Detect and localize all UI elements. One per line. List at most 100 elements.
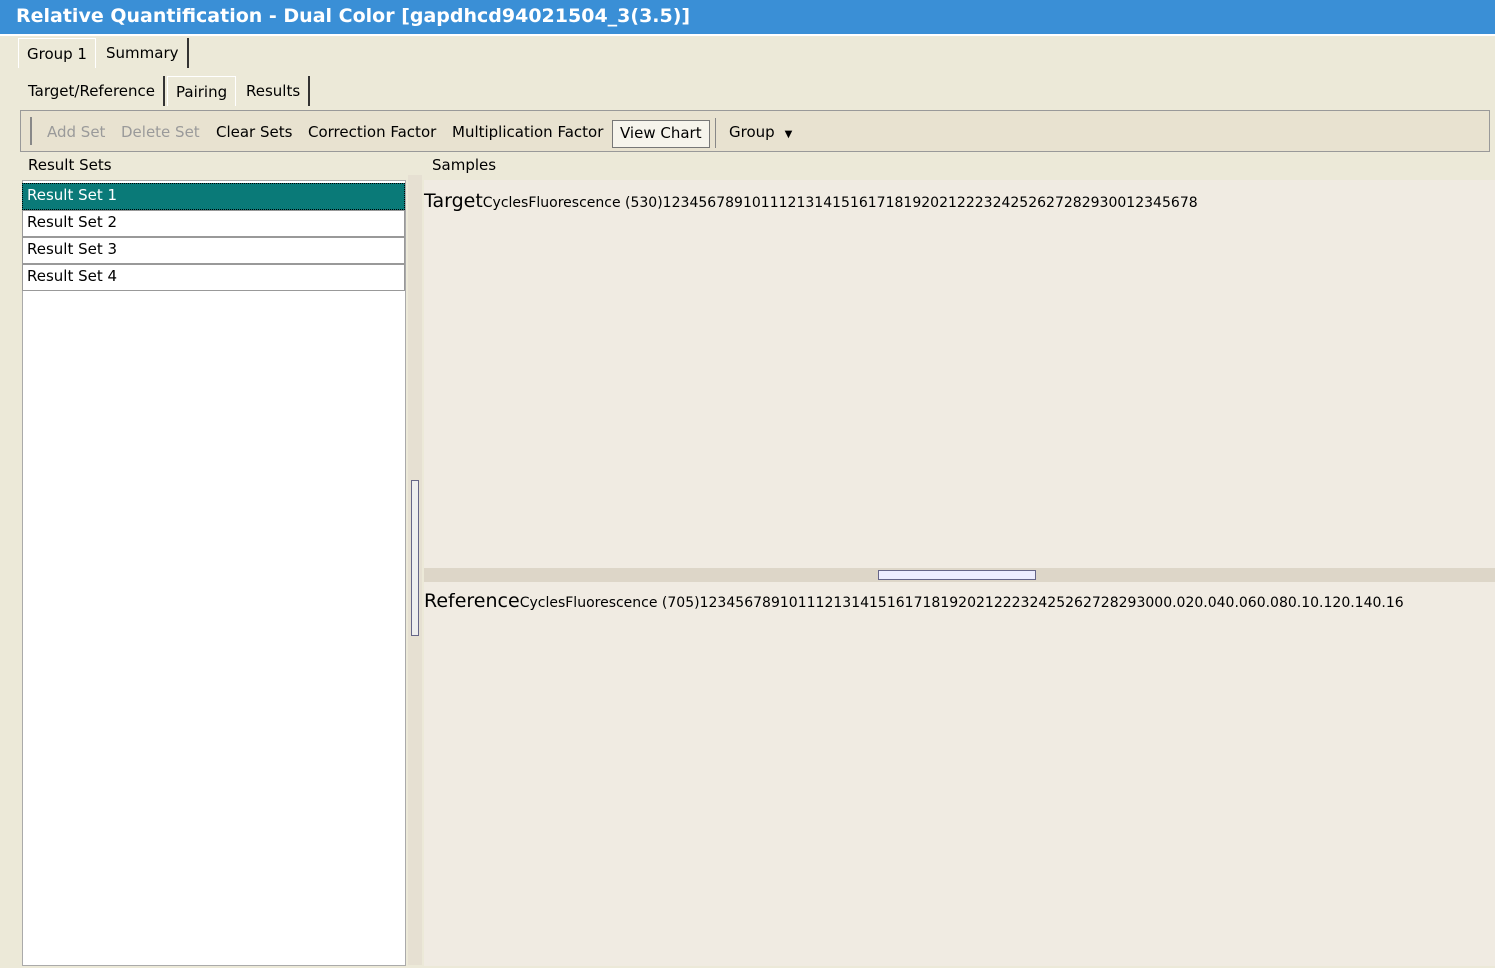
button-label: Correction Factor xyxy=(308,123,437,141)
y-tick-label: 0.14 xyxy=(1341,595,1373,611)
result-sets-list xyxy=(22,180,406,966)
toolbar-grip xyxy=(30,117,32,145)
result-set-row[interactable]: Result Set 1 xyxy=(22,183,405,210)
y-tick-label: 0.12 xyxy=(1310,595,1342,611)
x-tick-label: 13 xyxy=(833,595,852,611)
toolbar xyxy=(20,110,1490,152)
toolbar-button[interactable]: Clear Sets xyxy=(209,120,299,148)
x-tick-label: 18 xyxy=(885,195,904,211)
title-bar: Relative Quantification - Dual Color [ga… xyxy=(0,0,1495,34)
toolbar-button[interactable]: Multiplication Factor xyxy=(445,120,610,148)
toolbar-separator xyxy=(715,118,716,148)
y-tick-label: 0.02 xyxy=(1163,595,1195,611)
x-tick-label: 10 xyxy=(742,195,761,211)
result-set-row[interactable]: Result Set 2 xyxy=(22,210,405,237)
x-tick-label: 9 xyxy=(734,195,743,211)
subtab[interactable]: Results xyxy=(238,76,311,106)
x-tick-label: 23 xyxy=(974,195,993,211)
y-tick-label: 0.06 xyxy=(1225,595,1257,611)
button-label: Group xyxy=(729,123,775,141)
x-tick-label: 28 xyxy=(1063,195,1082,211)
y-tick-label: 0.04 xyxy=(1194,595,1226,611)
button-label: Clear Sets xyxy=(216,123,293,141)
x-tick-label: 11 xyxy=(797,595,816,611)
x-tick-label: 18 xyxy=(922,595,941,611)
y-tick-label: 8 xyxy=(1188,195,1198,211)
x-tick-label: 21 xyxy=(975,595,994,611)
x-tick-label: 17 xyxy=(867,195,886,211)
x-tick-label: 8 xyxy=(762,595,771,611)
chart: TargetCyclesFluorescence (530)1234567891… xyxy=(424,190,1198,212)
x-tick-label: 22 xyxy=(993,595,1012,611)
y-tick-label: 0 xyxy=(1154,595,1164,611)
x-tick-label: 24 xyxy=(1029,595,1048,611)
x-tick-label: 20 xyxy=(958,595,976,611)
x-tick-label: 24 xyxy=(992,195,1011,211)
x-tick-label: 26 xyxy=(1065,595,1083,611)
x-tick-label: 2 xyxy=(708,595,718,611)
x-tick-label: 25 xyxy=(1047,595,1066,611)
x-tick-label: 1 xyxy=(662,195,672,211)
x-tick-label: 16 xyxy=(886,595,905,611)
x-tick-label: 14 xyxy=(814,195,833,211)
x-tick-label: 16 xyxy=(849,195,868,211)
result-set-row[interactable]: Result Set 4 xyxy=(22,264,405,291)
x-axis-label: Cycles xyxy=(519,595,566,611)
x-tick-label: 30 xyxy=(1136,595,1155,611)
x-tick-label: 2 xyxy=(671,195,681,211)
button-label: Multiplication Factor xyxy=(452,123,604,141)
toolbar-button[interactable]: Group ▼ xyxy=(722,120,799,148)
x-tick-label: 22 xyxy=(956,195,975,211)
x-tick-label: 4 xyxy=(689,195,699,211)
chart-title: Target xyxy=(424,190,483,212)
subtab[interactable]: Pairing xyxy=(167,76,237,106)
x-tick-label: 3 xyxy=(680,195,690,211)
tab[interactable]: Group 1 xyxy=(18,38,96,68)
toolbar-button[interactable]: View Chart xyxy=(612,120,710,148)
y-tick-label: 2 xyxy=(1135,195,1145,211)
x-tick-label: 15 xyxy=(832,195,850,211)
y-tick-label: 0.16 xyxy=(1372,595,1404,611)
x-tick-label: 27 xyxy=(1082,595,1101,611)
subtab[interactable]: Target/Reference xyxy=(20,76,165,106)
x-tick-label: 6 xyxy=(707,195,717,211)
x-axis-label: Cycles xyxy=(482,195,529,211)
section-label: Result Sets xyxy=(28,156,112,174)
y-axis-label: Fluorescence (705) xyxy=(565,595,700,611)
x-tick-label: 3 xyxy=(717,595,727,611)
button-label: Delete Set xyxy=(121,123,200,141)
x-tick-label: 8 xyxy=(725,195,735,211)
tab[interactable]: Summary xyxy=(98,38,189,68)
x-tick-label: 26 xyxy=(1028,195,1047,211)
x-tick-label: 27 xyxy=(1046,195,1064,211)
y-tick-label: 1 xyxy=(1126,195,1136,211)
toolbar-button[interactable]: Correction Factor xyxy=(301,120,443,148)
x-tick-label: 6 xyxy=(744,595,754,611)
x-tick-label: 25 xyxy=(1010,195,1029,211)
toolbar-button: Add Set xyxy=(40,120,112,148)
x-tick-label: 28 xyxy=(1100,595,1119,611)
y-tick-label: 6 xyxy=(1170,195,1180,211)
x-tick-label: 29 xyxy=(1081,195,1100,211)
x-tick-label: 23 xyxy=(1011,595,1030,611)
x-tick-label: 30 xyxy=(1099,195,1118,211)
x-tick-label: 1 xyxy=(699,595,709,611)
x-tick-label: 5 xyxy=(698,195,708,211)
x-tick-label: 14 xyxy=(851,595,870,611)
x-tick-label: 17 xyxy=(904,595,923,611)
button-label: Add Set xyxy=(47,123,106,141)
section-label: Samples xyxy=(432,156,497,174)
button-label: View Chart xyxy=(620,124,702,142)
x-tick-label: 29 xyxy=(1118,595,1137,611)
x-tick-label: 21 xyxy=(939,195,957,211)
toolbar-button: Delete Set xyxy=(114,120,207,148)
x-tick-label: 20 xyxy=(921,195,940,211)
x-tick-label: 4 xyxy=(726,595,736,611)
splitter-button[interactable] xyxy=(878,570,1036,580)
splitter-button[interactable] xyxy=(411,480,419,636)
x-tick-label: 7 xyxy=(716,195,726,211)
y-axis-label: Fluorescence (530) xyxy=(528,195,663,211)
result-set-row[interactable]: Result Set 3 xyxy=(22,237,405,264)
chart: ReferenceCyclesFluorescence (705)1234567… xyxy=(424,590,1404,612)
